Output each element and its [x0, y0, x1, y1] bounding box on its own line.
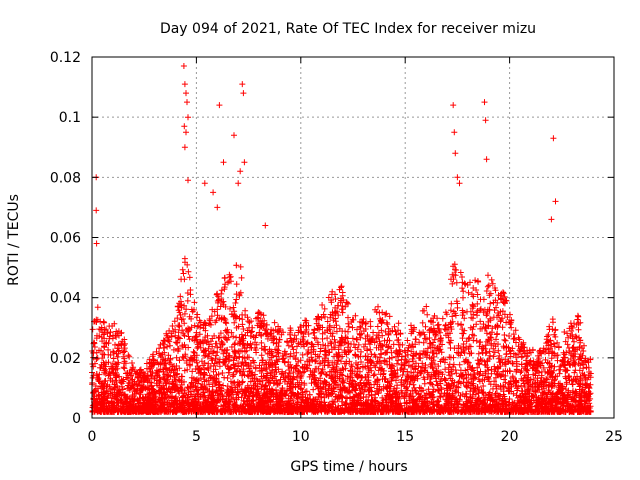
y-tick-label: 0.06	[50, 231, 81, 247]
y-tick-label: 0.04	[50, 291, 81, 307]
x-tick-label: 20	[501, 429, 519, 445]
scatter-markers	[89, 63, 594, 415]
y-axis-label: ROTI / TECUs	[6, 194, 22, 286]
chart-title: Day 094 of 2021, Rate Of TEC Index for r…	[160, 21, 536, 37]
y-tick-label: 0	[72, 411, 81, 427]
x-axis-label: GPS time / hours	[290, 459, 407, 475]
axis-ticks: 0 5 10 15 20 25 0 0.02 0.04 0.06 0.08 0.1 0.12	[50, 50, 623, 445]
plot-frame	[91, 56, 615, 419]
data-points	[89, 63, 594, 415]
x-tick-label: 15	[396, 429, 414, 445]
y-tick-label: 0.02	[50, 351, 81, 367]
x-tick-label: 5	[192, 429, 201, 445]
y-tick-label: 0.12	[50, 50, 81, 66]
y-tick-label: 0.1	[59, 110, 81, 126]
x-tick-label: 0	[88, 429, 97, 445]
y-tick-label: 0.08	[50, 170, 81, 186]
x-tick-label: 25	[605, 429, 623, 445]
x-tick-label: 10	[292, 429, 310, 445]
